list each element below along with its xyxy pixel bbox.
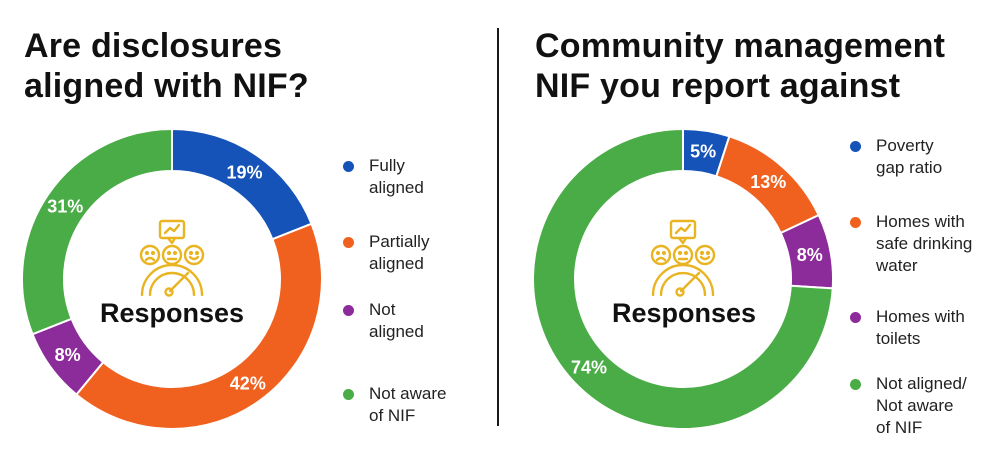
- legend-label-line: safe drinking: [876, 234, 973, 253]
- chart-title-line: NIF you report against: [535, 67, 901, 105]
- panel-divider: [497, 28, 499, 426]
- legend-swatch: [850, 141, 861, 152]
- legend-label-line: Not aligned/: [876, 374, 967, 393]
- legend-label: Homes with safe drinking water: [876, 211, 972, 277]
- slice-value-label: 5%: [690, 142, 716, 162]
- legend-swatch: [343, 389, 354, 400]
- chart-panel-disclosures: Are disclosures aligned with NIF? 19% 42%…: [0, 0, 495, 454]
- legend-label: Not aware of NIF: [369, 383, 446, 427]
- donut-slice: [74, 222, 323, 430]
- slice-value-label: 74%: [571, 357, 607, 377]
- legend-label-line: toilets: [876, 329, 921, 348]
- legend-label-line: Homes with: [876, 212, 965, 231]
- legend-label-line: Not aware: [876, 396, 954, 415]
- donut-center-label: Responses: [99, 298, 245, 328]
- slice-value-label: 8%: [797, 245, 823, 265]
- chart-title-line: aligned with NIF?: [24, 67, 309, 105]
- legend-label-line: Partially: [369, 232, 430, 251]
- chart-title: Are disclosures aligned with NIF?: [24, 26, 309, 106]
- legend-label: Fully aligned: [369, 155, 424, 199]
- donut-slice: [21, 127, 173, 336]
- legend-label: Not aligned: [369, 299, 424, 343]
- feedback-faces-gauge-icon: [139, 219, 205, 297]
- legend-label-line: of NIF: [369, 406, 416, 425]
- slice-value-label: 8%: [55, 345, 81, 365]
- legend-swatch: [850, 312, 861, 323]
- donut-center-label: Responses: [611, 298, 757, 328]
- legend-label-line: water: [876, 256, 918, 275]
- donut-slice: [171, 127, 313, 241]
- feedback-faces-gauge-icon: [650, 219, 716, 297]
- slice-value-label: 42%: [230, 373, 266, 393]
- slice-value-label: 19%: [226, 162, 262, 182]
- legend-label-line: aligned: [369, 254, 424, 273]
- legend-label-line: Not aware: [369, 384, 447, 403]
- legend-swatch: [343, 237, 354, 248]
- chart-title-line: Are disclosures: [24, 27, 283, 65]
- slice-value-label: 31%: [47, 196, 83, 216]
- chart-title: Community management NIF you report agai…: [535, 26, 945, 106]
- legend-label-line: Fully: [369, 156, 405, 175]
- legend-label: Poverty gap ratio: [876, 135, 942, 179]
- legend-label: Not aligned/Not aware of NIF: [876, 373, 967, 439]
- legend-swatch: [343, 161, 354, 172]
- legend-swatch: [850, 379, 861, 390]
- legend-label-line: aligned: [369, 322, 424, 341]
- donut-chart: 5% 13% 8% 74%: [532, 127, 834, 430]
- legend-label-line: Homes with: [876, 307, 965, 326]
- donut-slice: [532, 127, 834, 430]
- legend-label-line: gap ratio: [876, 158, 943, 177]
- chart-title-line: Community management: [535, 27, 946, 65]
- legend-swatch: [343, 305, 354, 316]
- legend-label-line: aligned: [369, 178, 424, 197]
- chart-panel-community-management: Community management NIF you report agai…: [505, 0, 1000, 454]
- slice-value-label: 13%: [750, 172, 786, 192]
- legend-label-line: Poverty: [876, 136, 934, 155]
- legend-label: Homes with toilets: [876, 306, 965, 350]
- legend-swatch: [850, 217, 861, 228]
- legend-label: Partially aligned: [369, 231, 429, 275]
- legend-label-line: Not: [369, 300, 396, 319]
- legend-label-line: of NIF: [876, 418, 923, 437]
- donut-chart: 19% 42% 8% 31%: [21, 127, 323, 430]
